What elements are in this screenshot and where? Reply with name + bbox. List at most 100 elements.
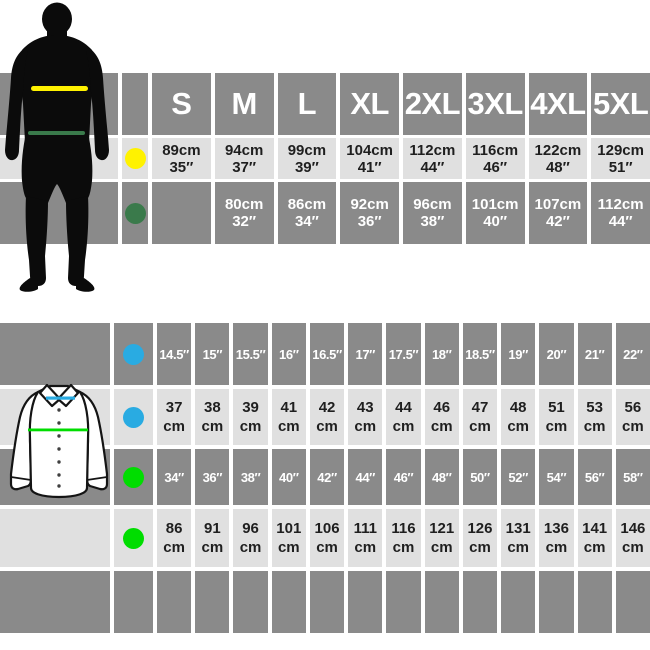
measurement-cell: 40″ [271, 449, 306, 505]
measurement-value: cm [545, 539, 568, 556]
measurement-cell: 51 cm [539, 389, 574, 445]
measurement-value: 86cm [287, 196, 327, 213]
measurement-value: 43 [356, 399, 374, 416]
measurement-cell: 91 cm [195, 509, 230, 567]
chest-line [31, 86, 88, 91]
measurement-value: cm [430, 539, 453, 556]
measurement-cell: 111 cm [348, 509, 383, 567]
measurement-cell: 106 cm [309, 509, 345, 567]
measurement-value: 52″ [508, 469, 528, 485]
measurement-cell: 22″ [615, 323, 650, 385]
measurement-cell: 39 cm [233, 389, 268, 445]
measurement-cell: 21″ [577, 323, 612, 385]
dot-cell [122, 182, 148, 244]
measurement-value: 86 [165, 520, 183, 537]
measurement-value: 38 [203, 399, 221, 416]
measurement-value: 94cm [224, 141, 264, 159]
measurement-value: 104cm [346, 141, 393, 159]
measurement-cell: 126 cm [462, 509, 498, 567]
measurement-value: 41 [280, 399, 298, 416]
measurement-cell: 48 cm [501, 389, 536, 445]
measurement-value: 112cm [597, 196, 644, 213]
measurement-value: 46″ [483, 158, 508, 176]
measurement-value: 40″ [483, 213, 508, 230]
measurement-cell: 50″ [462, 449, 498, 505]
measurement-value: 36″ [357, 213, 382, 230]
figure-band [0, 323, 110, 385]
measurement-cell: 42 cm [309, 389, 345, 445]
measurement-value: 53 [586, 399, 603, 416]
measurement-cell: 129cm 51″ [591, 138, 650, 179]
measurement-cell: 52″ [501, 449, 536, 505]
measurement-value: 37″ [232, 158, 257, 176]
measurement-cell [152, 182, 211, 244]
measurement-value: 39 [242, 399, 259, 416]
green-dot [123, 466, 144, 488]
measurement-value: 22″ [623, 346, 643, 362]
measurement-cell: 89cm 35″ [152, 138, 211, 179]
measurement-cell: 47 cm [462, 389, 498, 445]
measurement-value: 42″ [317, 469, 337, 485]
measurement-cell: 121 cm [424, 509, 459, 567]
measurement-cell: 38 cm [195, 389, 230, 445]
measurement-cell [462, 571, 498, 633]
measurement-value: 92cm [350, 196, 389, 213]
measurement-cell [615, 571, 650, 633]
measurement-cell: 104cm 41″ [340, 138, 399, 179]
collar-line [46, 396, 75, 400]
dot-cell [122, 73, 148, 135]
measurement-cell: 56 cm [615, 389, 650, 445]
measurement-value: 96cm [413, 196, 452, 213]
measurement-cell: 80cm 32″ [214, 182, 274, 244]
measurement-value: 46″ [393, 469, 414, 485]
measurement-cell [539, 571, 574, 633]
measurement-cell: 141 cm [577, 509, 612, 567]
measurement-cell: 122cm 48″ [528, 138, 588, 179]
measurement-value: cm [354, 539, 377, 556]
measurement-cell: 86 cm [157, 509, 192, 567]
measurement-value: 17.5″ [388, 346, 419, 362]
measurement-cell: 101cm 40″ [465, 182, 525, 244]
measurement-cell: 34″ [157, 449, 192, 505]
measurement-value: 39″ [294, 158, 319, 176]
measurement-cell: 42″ [309, 449, 345, 505]
measurement-value: 42″ [545, 213, 570, 230]
body-size-table: S M L XL 2XL 3XL 4XL 5XL 89cm 35″ 94cm 37″ 99cm 39″ 10… [0, 73, 650, 244]
measurement-value: 129cm [597, 141, 644, 159]
measurement-cell: 46″ [386, 449, 421, 505]
measurement-value: 51 [548, 399, 565, 416]
measurement-value: 32″ [232, 213, 257, 230]
size-column-header: 5XL [591, 73, 650, 135]
measurement-cell: 112cm 44″ [403, 138, 462, 179]
measurement-value: 56 [624, 399, 642, 416]
measurement-value: 48 [509, 399, 527, 416]
man-body-shape [5, 2, 109, 292]
measurement-cell: 96 cm [233, 509, 268, 567]
measurement-value: 44 [395, 399, 412, 416]
measurement-value: 54″ [546, 469, 567, 485]
dot-cell [114, 571, 153, 633]
shirt-outline [9, 383, 109, 499]
size-column-header: 2XL [403, 73, 462, 135]
measurement-cell [386, 571, 421, 633]
measurement-value: 14.5″ [159, 346, 189, 362]
measurement-value: cm [354, 418, 377, 435]
dark-green-dot [124, 202, 146, 224]
measurement-value: cm [239, 539, 262, 556]
measurement-value: 35″ [169, 158, 194, 176]
measurement-cell: 20″ [539, 323, 574, 385]
blue-dot [123, 406, 144, 428]
figure-band [0, 182, 118, 244]
male-figure-silhouette [5, 2, 109, 292]
dot-cell [114, 509, 153, 567]
measurement-cell: 116cm 46″ [465, 138, 525, 179]
measurement-cell: 131 cm [501, 509, 536, 567]
measurement-cell: 16.5″ [309, 323, 345, 385]
measurement-value: 42 [318, 399, 336, 416]
measurement-value: 141 [582, 520, 608, 537]
measurement-value: 111 [353, 520, 377, 537]
figure-band [0, 571, 110, 633]
blue-dot [123, 343, 144, 365]
measurement-value: 21″ [584, 346, 605, 362]
measurement-cell: 112cm 44″ [591, 182, 650, 244]
